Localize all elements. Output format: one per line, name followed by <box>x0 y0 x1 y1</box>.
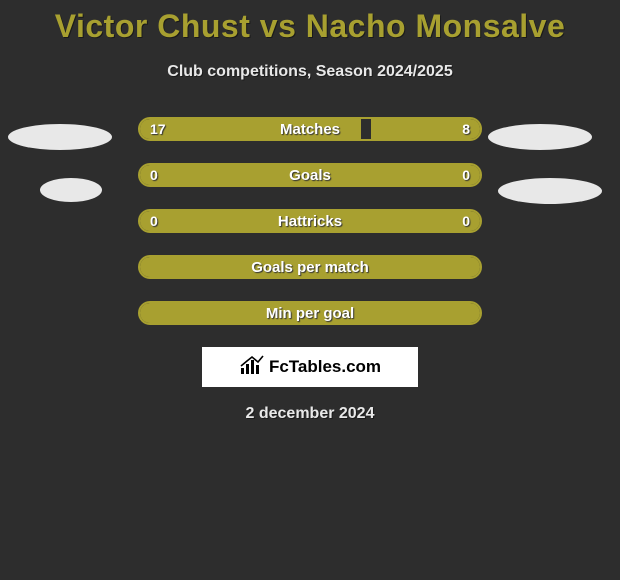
stat-bar: Hattricks0 0 <box>138 209 482 233</box>
stat-bar: Min per goal <box>138 301 482 325</box>
player-ellipse <box>488 124 592 150</box>
stat-bar-right-value: 0 <box>462 211 470 231</box>
player-ellipse <box>498 178 602 204</box>
stat-bar-right-value: 8 <box>462 119 470 139</box>
stat-bar-left-value: 0 <box>150 211 158 231</box>
stat-bar-label: Matches <box>140 119 480 139</box>
stat-bar-left-value: 0 <box>150 165 158 185</box>
brand-chart-icon <box>239 354 265 381</box>
page-subtitle: Club competitions, Season 2024/2025 <box>0 63 620 81</box>
stat-bar-label: Min per goal <box>140 303 480 323</box>
stat-bar: Goals per match <box>138 255 482 279</box>
stat-bar-right-value: 0 <box>462 165 470 185</box>
stat-bar-label: Hattricks <box>140 211 480 231</box>
brand-box[interactable]: FcTables.com <box>202 347 418 387</box>
stat-bar: Matches17 8 <box>138 117 482 141</box>
page-title: Victor Chust vs Nacho Monsalve <box>0 0 620 45</box>
player-ellipse <box>8 124 112 150</box>
stat-bar-left-value: 17 <box>150 119 166 139</box>
page-date: 2 december 2024 <box>0 405 620 423</box>
stat-bar: Goals0 0 <box>138 163 482 187</box>
stat-bar-label: Goals <box>140 165 480 185</box>
player-ellipse <box>40 178 102 202</box>
stat-bar-label: Goals per match <box>140 257 480 277</box>
brand-text: FcTables.com <box>269 357 381 377</box>
